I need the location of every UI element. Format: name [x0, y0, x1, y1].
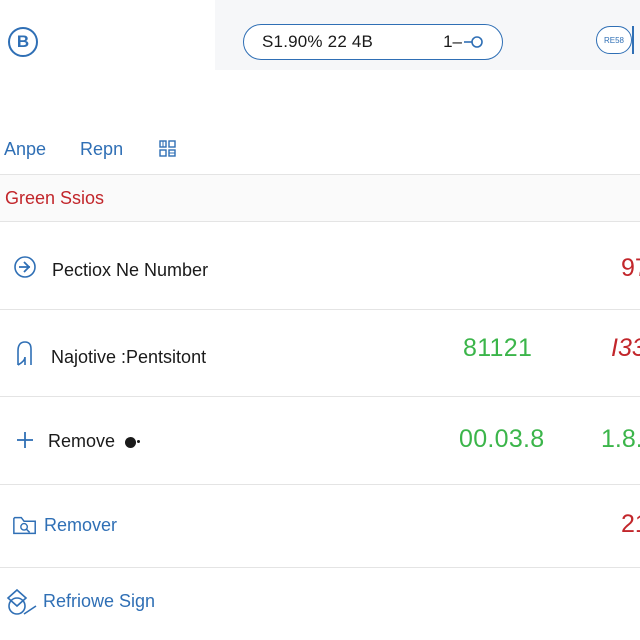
search-right-text: 1– [443, 32, 462, 51]
list-item[interactable]: Najotive :Pentsitont 81121 I33 [0, 310, 640, 397]
tab-bar: Anpe Repn [0, 132, 177, 166]
row-value-secondary: I33 [611, 334, 640, 362]
section-header: Green Ssios [0, 174, 640, 222]
list-item[interactable]: Pectiox Ne Number 97 [0, 222, 640, 310]
tab-anpe[interactable]: Anpe [4, 138, 47, 159]
search-input-text[interactable]: S1.90% 22 4B [262, 32, 374, 51]
search-field[interactable]: S1.90% 22 4B 1– [243, 24, 503, 60]
shapes-icon [6, 586, 38, 618]
grid-icon[interactable] [159, 140, 177, 158]
top-bar: B S1.90% 22 4B 1– RE58 [0, 0, 640, 100]
list-item[interactable]: Remover 21 [0, 485, 640, 568]
folder-search-icon [12, 512, 38, 538]
badge-edge [632, 26, 640, 54]
tab-repn[interactable]: Repn [80, 138, 124, 159]
row-label: Remove [48, 431, 141, 452]
row-value-primary: 00.03.8 [459, 425, 545, 453]
arrow-circle-icon [12, 254, 38, 280]
row-label: Refriowe Sign [43, 591, 156, 611]
search-key-icon[interactable] [464, 35, 484, 49]
row-value-secondary: 21 [621, 510, 640, 538]
bulb-icon [12, 340, 38, 366]
plus-icon [12, 427, 38, 453]
logo-letter: B [16, 32, 30, 51]
logo-icon[interactable]: B [8, 27, 38, 57]
row-label-text: Remove [48, 431, 116, 451]
row-label: Remover [44, 515, 118, 535]
record-dot-icon [125, 436, 141, 448]
row-label: Najotive :Pentsitont [51, 347, 207, 367]
status-badge-label: RE58 [603, 35, 624, 45]
row-value-primary: 81121 [463, 334, 533, 362]
section-title: Green Ssios [5, 187, 105, 208]
row-value-secondary: 1.8. [601, 425, 640, 453]
list-item[interactable]: Remove 00.03.8 1.8. [0, 397, 640, 485]
status-badge[interactable]: RE58 [596, 26, 632, 54]
list-item[interactable]: Refriowe Sign [0, 568, 640, 640]
row-label: Pectiox Ne Number [52, 260, 209, 280]
search-right-group: 1– [443, 32, 484, 52]
row-value-secondary: 97 [621, 254, 640, 282]
